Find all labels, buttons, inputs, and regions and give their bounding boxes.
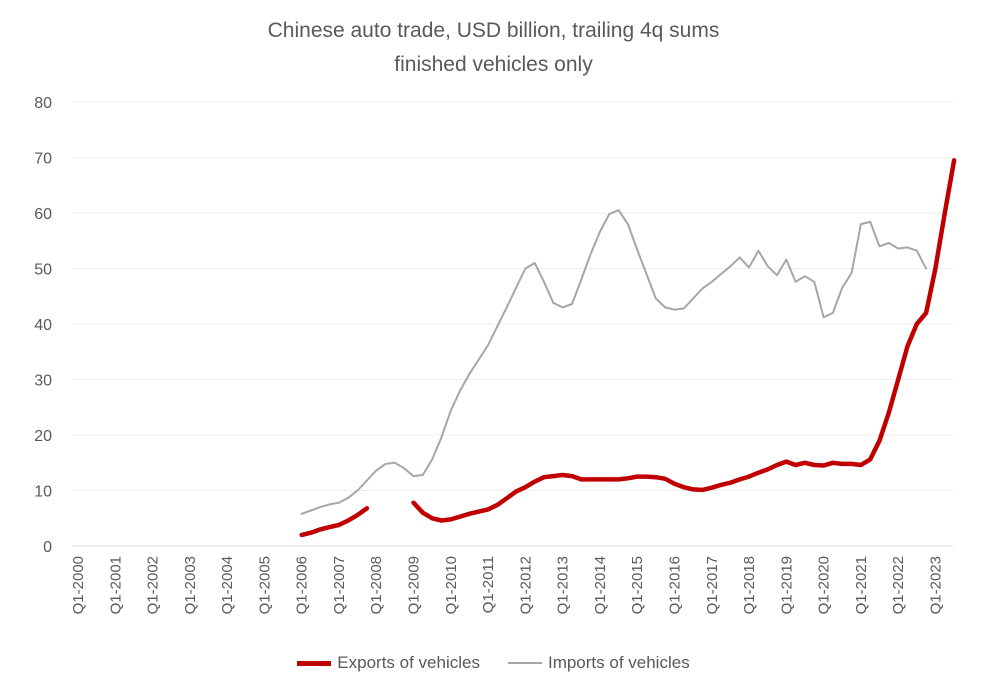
x-tick-label: Q1-2009 [406,556,423,614]
x-tick-label: Q1-2019 [778,556,795,614]
series-line-exports [299,158,957,538]
x-tick-label: Q1-2011 [480,556,497,613]
y-tick-label: 50 [34,262,52,279]
x-tick-label: Q1-2021 [853,556,870,614]
x-tick-label: Q1-2022 [890,556,907,614]
x-tick-label: Q1-2023 [927,556,944,614]
legend-item-imports: Imports of vehicles [507,653,690,673]
x-tick-label: Q1-2017 [704,556,721,614]
legend-swatch-exports [297,660,332,666]
legend-item-exports: Exports of vehicles [297,653,480,673]
legend-swatch-imports [507,662,542,664]
y-tick-label: 60 [34,206,52,223]
x-tick-label: Q1-2005 [256,556,273,614]
x-axis-ticks: Q1-2000 Q1-2001 Q1-2002 Q1-2003 Q1-2004 Q1-20… [70,556,944,614]
x-tick-label: Q1-2016 [666,556,683,614]
x-tick-label: Q1-2000 [70,556,87,614]
y-tick-label: 70 [34,151,52,168]
x-tick-label: Q1-2012 [517,556,534,614]
x-tick-label: Q1-2018 [741,556,758,614]
y-tick-label: 0 [43,539,52,556]
series-line-imports [300,209,928,515]
chart-title: Chinese auto trade, USD billion, trailin… [267,19,720,42]
legend-label-exports: Exports of vehicles [337,653,480,672]
legend-label-imports: Imports of vehicles [547,653,690,672]
x-tick-label: Q1-2007 [331,556,348,614]
x-tick-label: Q1-2015 [629,556,646,614]
x-tick-label: Q1-2010 [443,556,460,614]
gridlines [72,101,953,547]
y-axis-ticks: 0 10 20 30 40 50 60 70 80 [34,95,52,556]
y-tick-label: 80 [34,95,52,112]
y-tick-label: 10 [34,484,52,501]
chart-subtitle: finished vehicles only [394,53,593,76]
x-tick-label: Q1-2020 [816,556,833,614]
x-tick-label: Q1-2013 [555,556,572,614]
x-tick-label: Q1-2014 [592,556,609,614]
y-tick-label: 30 [34,373,52,390]
x-tick-label: Q1-2002 [145,556,162,614]
x-tick-label: Q1-2003 [182,556,199,614]
y-tick-label: 40 [34,317,52,334]
x-tick-label: Q1-2001 [107,556,124,614]
legend: Exports of vehicles Imports of vehicles [0,653,987,673]
x-tick-label: Q1-2006 [294,556,311,614]
x-tick-label: Q1-2008 [368,556,385,614]
series-lines [299,158,957,538]
y-tick-label: 20 [34,428,52,445]
x-tick-label: Q1-2004 [219,556,236,614]
